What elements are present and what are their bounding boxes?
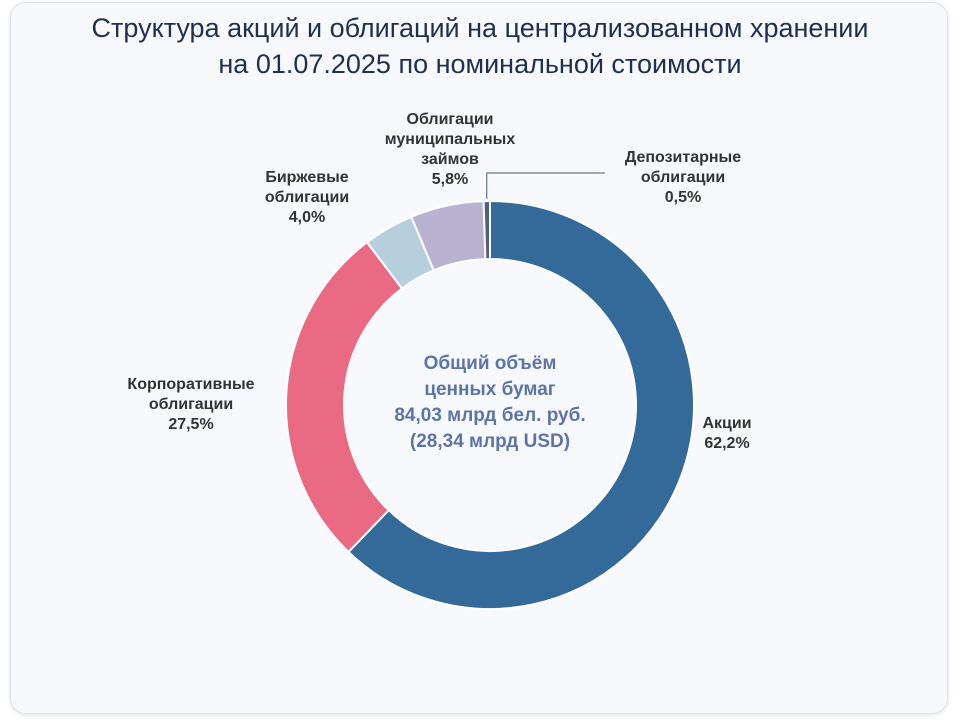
slice-2-label: облигации <box>149 396 233 413</box>
slice-3-label: Биржевые <box>265 169 348 186</box>
slice-4-label: Облигации <box>407 111 494 128</box>
chart-title: Структура акций и облигаций на централиз… <box>0 10 960 82</box>
slice-2 <box>285 240 404 554</box>
slice-3-value: 4,0% <box>289 209 325 226</box>
chart-title-line-2: на 01.07.2025 по номинальной стоимости <box>218 49 742 79</box>
slice-labels: Акции 62,2% Корпоративные облигации 27,5% Бир… <box>127 111 751 452</box>
slice-3-label: облигации <box>265 189 349 206</box>
leader-line-5 <box>486 172 605 200</box>
slice-2-label: Корпоративные <box>127 376 254 393</box>
slice-2-value: 27,5% <box>168 416 213 433</box>
slice-1-value: 62,2% <box>704 435 749 452</box>
center-line-3: 84,03 млрд бел. руб. <box>394 405 585 426</box>
center-label: Общий объём ценных бумаг 84,03 млрд бел.… <box>394 353 585 452</box>
center-line-4: (28,34 млрд USD) <box>410 431 570 452</box>
slice-4-value: 5,8% <box>432 171 468 188</box>
slice-1 <box>347 199 695 610</box>
center-line-2: ценных бумаг <box>424 379 555 400</box>
slice-5-label: облигации <box>641 169 725 186</box>
center-line-1: Общий объём <box>424 353 557 374</box>
slice-5-label: Депозитарные <box>625 149 741 166</box>
slice-1-label: Акции <box>702 415 751 432</box>
chart-title-line-1: Структура акций и облигаций на централиз… <box>91 13 869 43</box>
slice-4-label: займов <box>421 151 479 168</box>
slice-4-label: муниципальных <box>385 131 516 148</box>
donut-slices <box>285 199 695 610</box>
slice-5 <box>482 199 491 261</box>
leader-lines <box>486 172 605 200</box>
slice-5-value: 0,5% <box>665 189 701 206</box>
